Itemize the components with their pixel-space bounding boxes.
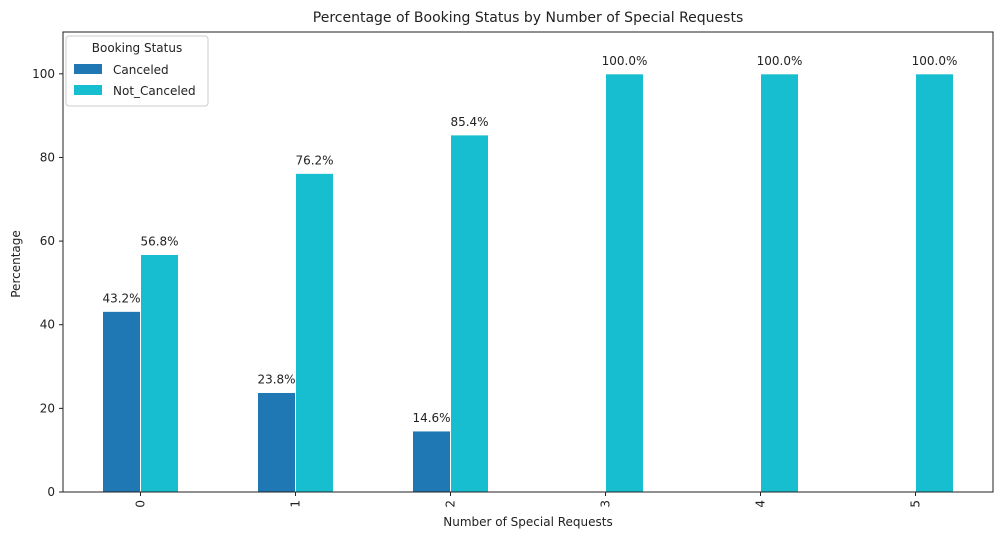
y-tick-label: 100	[32, 67, 55, 81]
bar-not-canceled	[140, 253, 179, 493]
bar-not-canceled	[760, 73, 799, 493]
bar-not-canceled	[450, 134, 489, 493]
legend-label-canceled: Canceled	[113, 63, 169, 77]
bar-canceled	[257, 391, 296, 493]
bar-not-canceled	[605, 73, 644, 493]
data-label: 100.0%	[757, 54, 803, 68]
legend-swatch-canceled	[74, 64, 102, 74]
legend-swatch-not-canceled	[74, 85, 102, 95]
y-tick-label: 80	[40, 150, 55, 164]
x-tick-label: 5	[909, 500, 923, 508]
bar-not-canceled	[915, 73, 954, 493]
data-label: 43.2%	[102, 291, 140, 305]
x-tick-label: 4	[754, 500, 768, 508]
y-tick-label: 40	[40, 318, 55, 332]
legend: Booking Status Canceled Not_Canceled	[65, 35, 209, 107]
data-label: 85.4%	[450, 115, 488, 129]
bar-canceled	[102, 310, 141, 493]
y-tick-label: 60	[40, 234, 55, 248]
data-label: 56.8%	[140, 234, 178, 248]
bar-not-canceled	[295, 172, 334, 493]
data-label: 100.0%	[602, 54, 648, 68]
y-tick-label: 0	[47, 485, 55, 499]
x-tick-label: 0	[134, 500, 148, 508]
chart-title: Percentage of Booking Status by Number o…	[313, 10, 743, 26]
x-tick-label: 1	[289, 500, 303, 508]
data-label: 76.2%	[295, 153, 333, 167]
bar-canceled	[412, 430, 451, 493]
data-label: 23.8%	[257, 372, 295, 386]
x-axis-label: Number of Special Requests	[443, 515, 612, 529]
legend-label-not-canceled: Not_Canceled	[113, 84, 196, 98]
plot-frame	[62, 31, 994, 493]
x-tick-label: 2	[444, 500, 458, 508]
legend-title: Booking Status	[92, 41, 182, 55]
x-tick-label: 3	[599, 500, 613, 508]
y-axis-label: Percentage	[9, 230, 23, 298]
data-label: 14.6%	[412, 411, 450, 425]
y-tick-label: 20	[40, 401, 55, 415]
plot-area: 0 20 40 60 80 100 43.2% 56.8% 0 23.8% 76.2% 1 14.6% 8…	[32, 31, 994, 508]
data-label: 100.0%	[912, 54, 958, 68]
